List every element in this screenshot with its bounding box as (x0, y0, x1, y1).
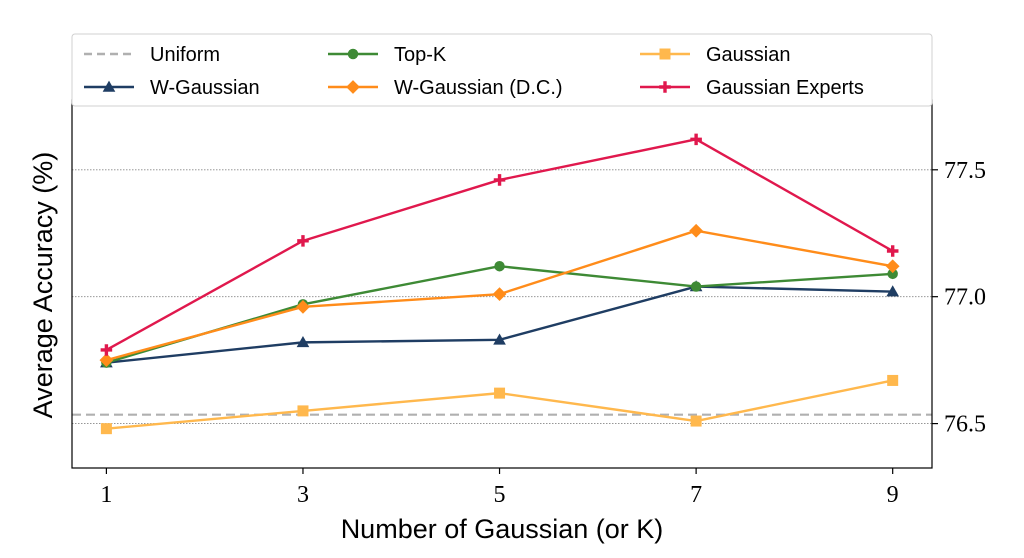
axes (71, 99, 933, 469)
legend-marker (659, 48, 671, 60)
data-point (690, 133, 702, 146)
legend-label: W-Gaussian (150, 77, 260, 99)
data-point (100, 423, 112, 435)
data-point (297, 405, 309, 417)
x-axis-ticks: 1 3 5 7 9 (100, 468, 899, 508)
x-tick-label: 9 (887, 482, 899, 508)
data-point (493, 333, 506, 345)
data-point (690, 281, 702, 292)
legend-label: Gaussian Experts (706, 77, 864, 99)
y-tick-label: 77.0 (944, 285, 986, 311)
legend-box (71, 33, 933, 107)
x-axis-label: Number of Gaussian (or K) (341, 514, 664, 544)
x-tick-label: 7 (690, 482, 702, 508)
data-point (492, 287, 507, 302)
legend-entry: Uniform (84, 44, 220, 66)
legend-label: Gaussian (706, 44, 791, 66)
legend-label: Uniform (150, 44, 220, 66)
data-point (886, 245, 899, 257)
legend-marker (102, 80, 116, 92)
data-point (885, 259, 900, 274)
y-tick-label: 76.5 (944, 412, 986, 438)
data-point (886, 285, 900, 297)
legend-marker (347, 48, 359, 60)
data-point (99, 353, 114, 368)
data-point (494, 261, 505, 272)
legend: Uniform Top-K Gaussian W-Gaussian W-Gaussian… (71, 33, 933, 107)
x-tick-label: 1 (100, 482, 112, 508)
data-point (887, 374, 899, 386)
plot-frame (71, 99, 933, 469)
data-point (296, 299, 310, 314)
data-point (297, 235, 309, 247)
legend-label: Top-K (394, 44, 447, 66)
legend-entry: Gaussian (640, 44, 791, 66)
x-tick-label: 3 (297, 482, 309, 508)
data-point (690, 415, 702, 427)
data-point (100, 344, 113, 356)
y-axis-ticks: 76.5 77.0 77.5 (932, 158, 986, 438)
legend-marker (659, 81, 671, 93)
data-point (494, 387, 506, 399)
legend-label: W-Gaussian (D.C.) (394, 77, 563, 99)
data-point (689, 223, 703, 238)
legend-entry: Top-K (328, 44, 447, 66)
series-line (106, 265, 893, 364)
x-tick-label: 5 (494, 482, 506, 508)
series-gaussian-experts (100, 133, 899, 356)
data-point (493, 174, 506, 186)
series-w-gaussian-d-c (99, 223, 900, 368)
legend-entry: W-Gaussian (84, 77, 260, 99)
series-layer (99, 133, 900, 435)
legend-entry: W-Gaussian (D.C.) (328, 77, 563, 99)
y-axis-label: Average Accuracy (%) (28, 152, 58, 419)
legend-entry: Gaussian Experts (640, 77, 864, 99)
legend-marker (346, 80, 360, 94)
data-point (887, 268, 898, 280)
y-tick-label: 77.5 (944, 158, 986, 184)
data-point (296, 336, 310, 348)
series-gaussian (100, 374, 899, 435)
